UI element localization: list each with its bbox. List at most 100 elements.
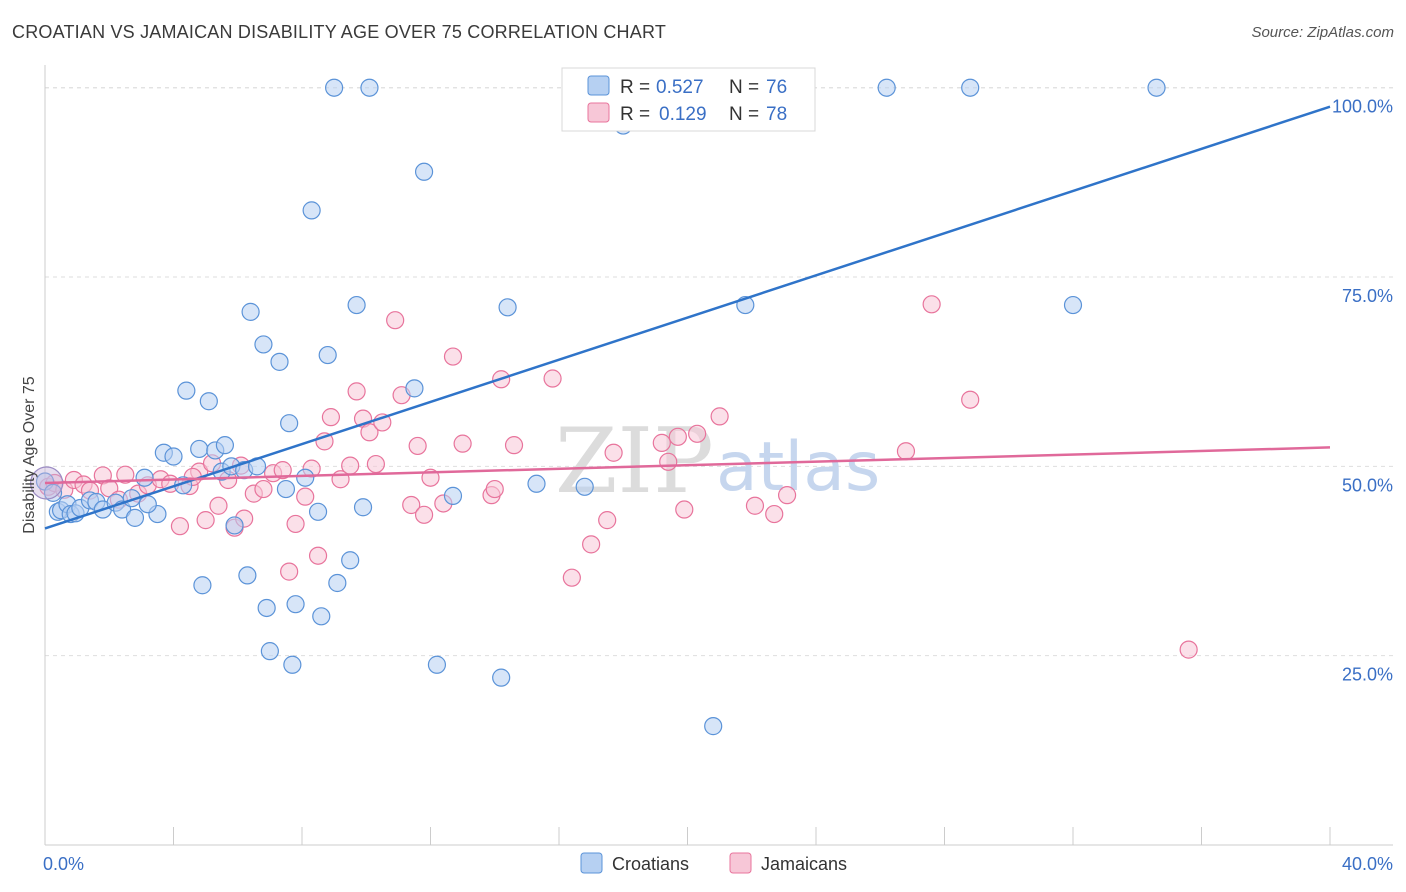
croatians-point (498, 298, 517, 317)
jamaicans-point (485, 479, 504, 499)
croatians-point (283, 655, 302, 674)
legend-n-value: 78 (766, 104, 787, 125)
jamaicans-point (360, 423, 379, 442)
jamaicans-point (675, 500, 694, 519)
croatians-point (254, 335, 273, 354)
legend-n-value: 76 (766, 77, 787, 98)
jamaicans-point (961, 390, 980, 409)
jamaicans-point (170, 517, 190, 536)
jamaicans-point (688, 424, 707, 443)
jamaicans-point (196, 511, 215, 530)
axis-layer: 25.0% 50.0% 75.0% 100.0% 0.0% 40.0% (43, 65, 1393, 874)
jamaicans-point (765, 504, 784, 524)
croatians-point (405, 379, 424, 398)
croatians-point (527, 474, 546, 493)
croatians-point (125, 508, 145, 527)
y-tick-label: 100.0% (1332, 97, 1393, 117)
legend-label-croatians: Croatians (612, 854, 689, 874)
croatians-point (427, 655, 447, 674)
legend-r-label: R = (620, 77, 650, 98)
croatians-point (286, 595, 305, 614)
croatians-point (302, 201, 321, 220)
croatians-point (1147, 78, 1166, 97)
legend-swatch-croatians (587, 75, 610, 96)
croatians-point (318, 345, 337, 365)
jamaicans-point (453, 434, 472, 453)
jamaicans-point (504, 436, 524, 455)
jamaicans-point (896, 442, 916, 461)
jamaicans-point (402, 495, 421, 515)
croatians-point (443, 486, 463, 505)
jamaicans-point (745, 496, 765, 515)
croatians-point (138, 495, 157, 514)
croatians-point (312, 607, 331, 626)
croatians-point (193, 576, 212, 595)
legend-swatch-jamaicans (729, 852, 752, 874)
croatians-point (341, 551, 360, 570)
croatians-point (241, 302, 260, 321)
watermark: ZIP atlas (555, 409, 880, 514)
croatians-point (215, 436, 234, 455)
croatians-point (164, 447, 183, 466)
croatians-point (704, 717, 723, 736)
y-tick-label: 25.0% (1342, 665, 1393, 685)
y-axis-title: Disability Age Over 75 (21, 376, 38, 534)
jamaicans-point (710, 407, 729, 426)
croatians-point (325, 78, 344, 97)
jamaicans-point (652, 433, 671, 452)
jamaicans-point (543, 369, 562, 388)
croatians-point (190, 439, 209, 459)
jamaicans-point (443, 347, 463, 366)
jamaicans-point (582, 535, 601, 554)
jamaicans-point (209, 496, 228, 515)
jamaicans-point (922, 295, 941, 314)
jamaicans-point (408, 436, 427, 456)
croatians-point (177, 381, 196, 400)
croatians-point (308, 502, 328, 521)
y-tick-label: 75.0% (1342, 286, 1393, 306)
croatians-point (238, 566, 257, 585)
jamaicans-point (280, 562, 299, 581)
croatians-point (877, 78, 896, 97)
jamaicans-point (347, 382, 366, 401)
jamaicans-point (604, 443, 623, 462)
series-legend: Croatians Jamaicans (580, 852, 847, 874)
correlation-legend: R = 0.527 N = 76 R = 0.129 N = 78 (561, 67, 816, 132)
croatians-point (276, 479, 296, 499)
croatians-point (270, 352, 289, 371)
legend-label-jamaicans: Jamaicans (761, 854, 847, 874)
watermark-atlas: atlas (716, 428, 880, 507)
croatians-point (1063, 295, 1083, 315)
jamaicans-point (1179, 640, 1198, 659)
jamaicans-point (668, 427, 687, 446)
jamaicans-point (341, 456, 360, 475)
croatians-point (199, 392, 218, 411)
jamaicans-trend-line (44, 446, 1331, 485)
trend-lines (44, 105, 1331, 530)
croatians-point (347, 295, 366, 315)
croatians-point (328, 573, 347, 593)
jamaicans-point (116, 465, 135, 484)
legend-r-value: 0.527 (656, 77, 704, 98)
legend-n-label: N = (729, 77, 759, 98)
croatians-point (296, 468, 315, 487)
croatians-point (135, 468, 154, 487)
croatians-point (353, 498, 373, 517)
croatians-point (43, 483, 63, 502)
legend-r-label: R = (620, 104, 650, 125)
jamaicans-point (562, 568, 581, 587)
x-tick-label: 40.0% (1342, 854, 1393, 874)
croatians-points (30, 78, 1166, 736)
croatians-point (360, 78, 379, 97)
legend-r-value: 0.129 (659, 104, 707, 125)
jamaicans-point (659, 452, 678, 471)
jamaicans-point (273, 461, 292, 480)
jamaicans-points (39, 295, 1198, 659)
x-tick-label: 0.0% (43, 854, 84, 874)
croatians-point (961, 78, 980, 97)
jamaicans-point (366, 454, 385, 474)
croatians-point (575, 477, 594, 496)
jamaicans-point (386, 311, 405, 330)
croatians-point (225, 516, 244, 535)
croatians-point (414, 162, 434, 181)
